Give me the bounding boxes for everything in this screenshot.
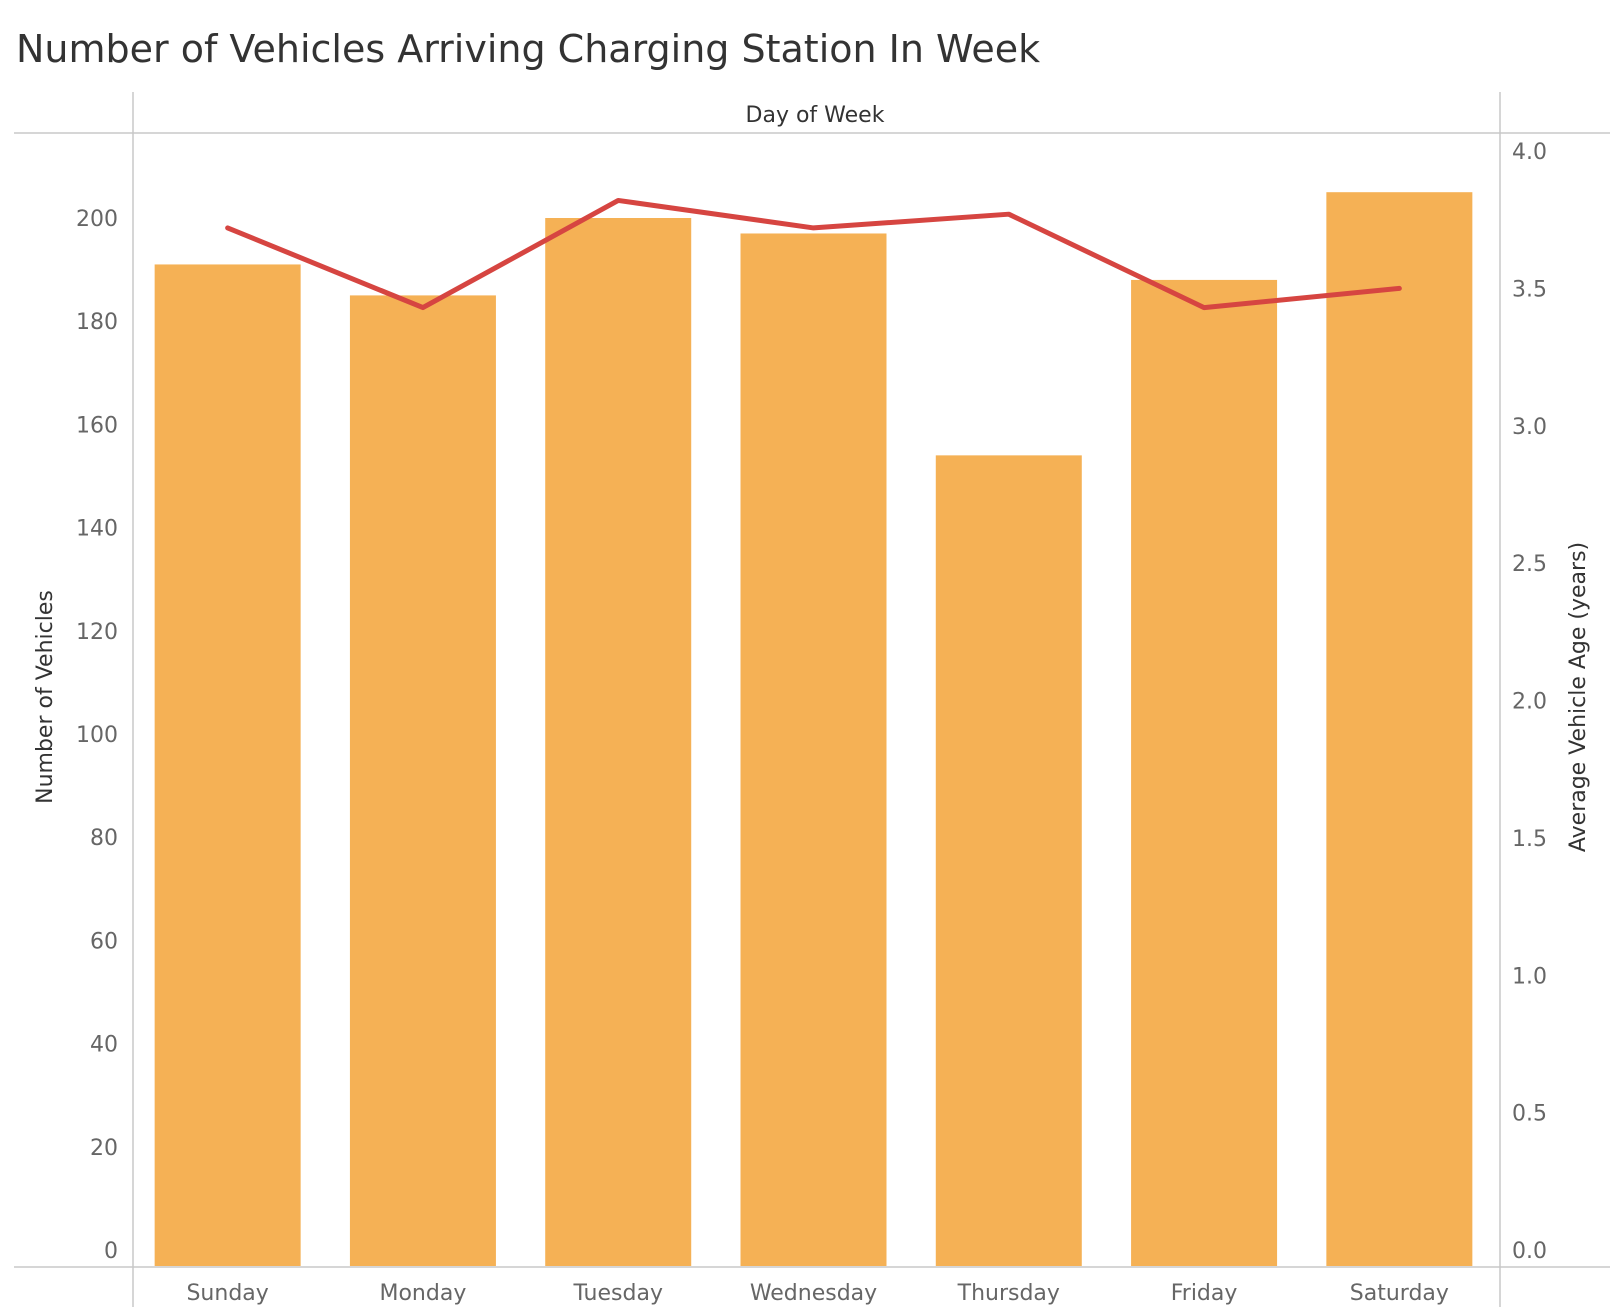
line-series [225, 197, 1402, 311]
bar-saturday [1326, 192, 1473, 1267]
bar-tuesday [545, 218, 692, 1266]
y-left-tick-label: 40 [90, 1033, 118, 1058]
x-axis: Sunday Monday Tuesday Wednesday Thursday Frid… [186, 1281, 1448, 1306]
y-left-axis-title: Number of Vehicles [33, 590, 58, 804]
y-right-tick-label: 2.5 [1512, 552, 1547, 577]
column-header-label: Day of Week [746, 103, 885, 128]
y-right-tick-label: 4.0 [1512, 140, 1547, 165]
y-right-tick-label: 0.5 [1512, 1102, 1547, 1127]
y-left-tick-label: 140 [76, 517, 118, 542]
x-tick-label-monday: Monday [379, 1281, 466, 1306]
y-right-tick-label: 3.5 [1512, 277, 1547, 302]
chart-title: Number of Vehicles Arriving Charging Sta… [16, 27, 1040, 71]
y-left-tick-label: 200 [76, 207, 118, 232]
y-left-tick-label: 0 [104, 1239, 118, 1264]
x-tick-label-sunday: Sunday [186, 1281, 268, 1306]
x-tick-label-tuesday: Tuesday [572, 1281, 663, 1306]
y-left-tick-label: 80 [90, 826, 118, 851]
y-right-tick-label: 0.0 [1512, 1239, 1547, 1264]
chart-frame [14, 92, 1610, 1307]
y-left-tick-label: 120 [76, 620, 118, 645]
x-tick-label-thursday: Thursday [957, 1281, 1060, 1306]
y-right-tick-label: 3.0 [1512, 415, 1547, 440]
x-tick-label-saturday: Saturday [1350, 1281, 1449, 1306]
y-right-tick-label: 2.0 [1512, 690, 1547, 715]
y-left-tick-label: 100 [76, 723, 118, 748]
bar-sunday [154, 264, 301, 1266]
bar-thursday [935, 455, 1082, 1266]
y-left-tick-label: 160 [76, 413, 118, 438]
y-right-tick-label: 1.5 [1512, 827, 1547, 852]
bar-wednesday [740, 233, 887, 1267]
x-tick-label-wednesday: Wednesday [750, 1281, 877, 1306]
x-tick-label-friday: Friday [1171, 1281, 1238, 1306]
bar-monday [349, 295, 496, 1266]
bar-series [154, 192, 1473, 1267]
y-right-tick-label: 1.0 [1512, 964, 1547, 989]
y-left-tick-label: 20 [90, 1136, 118, 1161]
y-left-tick-label: 180 [76, 310, 118, 335]
y-right-axis: 0.0 0.5 1.0 1.5 2.0 2.5 3.0 3.5 4.0 [1512, 140, 1547, 1264]
y-right-axis-title: Average Vehicle Age (years) [1566, 542, 1591, 852]
bar-friday [1131, 279, 1278, 1266]
y-left-tick-label: 60 [90, 929, 118, 954]
y-left-axis: 0 20 40 60 80 100 120 140 160 180 200 [76, 207, 118, 1264]
